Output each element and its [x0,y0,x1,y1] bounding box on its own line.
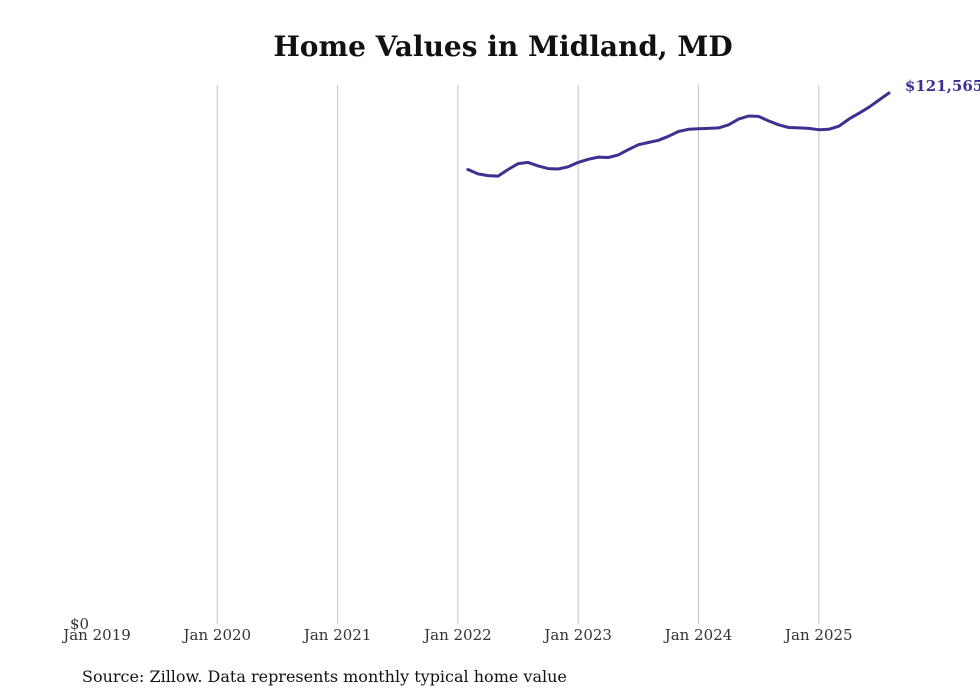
x-tick-label: Jan 2023 [542,626,612,644]
x-tick-label: Jan 2021 [302,626,372,644]
end-value-label: $121,565 [905,77,980,95]
x-tick-label: Jan 2020 [182,626,252,644]
gridlines [216,85,820,624]
x-tick-label: Jan 2024 [663,626,733,644]
x-tick-label: Jan 2019 [61,626,131,644]
x-tick-label: Jan 2025 [783,626,853,644]
chart-title: Home Values in Midland, MD [273,30,733,63]
x-axis-ticks: Jan 2019 Jan 2020 Jan 2021 Jan 2022 Jan 2023… [61,626,852,644]
x-tick-label: Jan 2022 [422,626,492,644]
source-note: Source: Zillow. Data represents monthly … [82,667,567,686]
series-line [466,91,891,178]
y-axis-zero-label: $0 [70,615,89,633]
